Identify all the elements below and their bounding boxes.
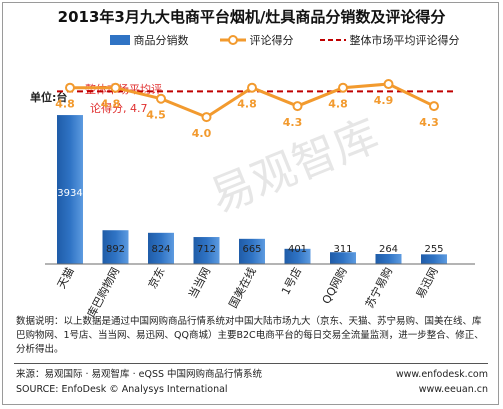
legend-item-avg: 整体市场平均评论得分	[320, 32, 460, 48]
source-en: SOURCE: EnfoDesk © Analysys Internationa…	[16, 384, 228, 395]
score-point-6	[338, 82, 348, 93]
score-label-4: 4.8	[237, 98, 257, 111]
score-label-1: 4.8	[101, 98, 121, 111]
bar-value-label-4: 665	[242, 244, 261, 255]
score-label-2: 4.5	[146, 109, 166, 122]
footer-separator	[14, 363, 488, 364]
bar-value-label-6: 311	[333, 244, 352, 255]
legend-item-line: 评论得分	[220, 32, 294, 48]
chart-title: 2013年3月九大电商平台烟机/灶具商品分销数及评论得分	[57, 8, 446, 26]
url-enfodesk: www.enfodesk.com	[395, 369, 488, 380]
chart-frame	[2, 2, 499, 405]
category-label-3: 当当网	[185, 265, 213, 301]
bar-value-label-1: 892	[106, 244, 125, 255]
category-label-8: 易迅网	[414, 265, 441, 300]
avg-callout-line2: 论得分, 4.7	[90, 101, 148, 115]
category-label-1: 库巴购物网	[84, 265, 122, 320]
legend-swatch-bar	[110, 35, 130, 45]
category-label-5: 1号店	[278, 265, 304, 297]
category-label-6: QQ网购	[319, 265, 350, 306]
source-cn: 来源：易观国际 · 易观智库 · eQSS 中国网购商品行情系统	[16, 369, 263, 380]
bar-value-label-7: 264	[379, 244, 398, 255]
bar-value-label-5: 401	[288, 244, 307, 255]
score-label-8: 4.3	[419, 116, 439, 129]
category-label-4: 国美在线	[226, 265, 259, 310]
score-label-5: 4.3	[283, 116, 303, 129]
bar-8	[421, 254, 447, 264]
bars-group	[57, 115, 447, 264]
bar-1	[102, 230, 129, 264]
url-eeuan: www.eeuan.cn	[418, 384, 488, 395]
score-point-8	[429, 101, 439, 112]
bar-5	[284, 248, 311, 264]
legend-label-bar: 商品分销数	[133, 34, 189, 47]
score-point-0	[65, 82, 75, 93]
bar-value-label-0: 3934	[57, 188, 82, 199]
score-label-7: 4.9	[374, 94, 394, 107]
score-point-5	[292, 101, 303, 112]
data-note: 数据说明：以上数据是通过中国网购商品行情系统对中国大陆市场九大（京东、天猫、苏宁…	[16, 316, 484, 355]
bar-value-label-2: 824	[151, 244, 170, 255]
legend-item-bar: 商品分销数	[110, 32, 189, 48]
bar-7	[375, 254, 402, 264]
score-label-3: 4.0	[192, 127, 212, 140]
score-point-1	[110, 82, 121, 93]
unit-label: 单位:台	[30, 90, 67, 104]
bar-4	[239, 238, 265, 264]
legend-label-line: 评论得分	[249, 34, 294, 47]
bar-value-label-8: 255	[424, 244, 443, 255]
score-label-0: 4.8	[55, 98, 75, 111]
bar-2	[148, 232, 174, 264]
category-label-7: 苏宁易购	[362, 265, 395, 310]
legend-swatch-avg	[320, 39, 346, 41]
score-label-6: 4.8	[328, 98, 348, 111]
score-point-7	[383, 79, 394, 90]
bar-0	[57, 115, 83, 264]
score-point-2	[156, 93, 166, 104]
score-point-4	[247, 82, 257, 93]
score-points-group	[65, 79, 439, 123]
category-label-2: 京东	[145, 265, 168, 291]
bar-value-label-3: 712	[197, 244, 216, 255]
legend-label-avg: 整体市场平均评论得分	[349, 34, 460, 47]
score-point-3	[201, 112, 212, 123]
bar-3	[193, 237, 220, 264]
bar-6	[330, 252, 356, 264]
category-label-0: 天猫	[55, 265, 77, 291]
legend-swatch-line	[220, 35, 246, 45]
